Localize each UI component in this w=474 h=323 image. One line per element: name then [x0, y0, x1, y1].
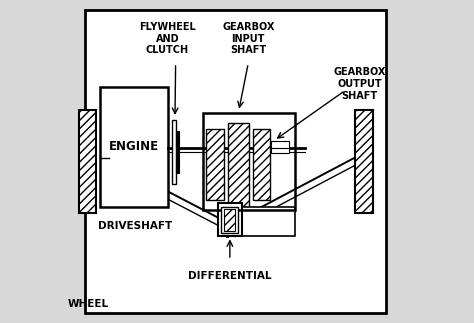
Bar	[221, 207, 237, 233]
Bar	[355, 110, 373, 213]
Bar	[228, 123, 249, 207]
Bar	[176, 131, 179, 173]
Bar	[172, 120, 176, 184]
Text: DIFFERENTIAL: DIFFERENTIAL	[188, 271, 272, 281]
Bar	[218, 203, 242, 236]
Bar	[271, 141, 289, 148]
Bar	[206, 129, 224, 200]
Bar	[224, 209, 235, 231]
Bar	[271, 145, 289, 153]
Text: WHEEL: WHEEL	[68, 299, 109, 308]
Text: GEARBOX
OUTPUT
SHAFT: GEARBOX OUTPUT SHAFT	[334, 68, 386, 100]
Bar	[100, 87, 167, 207]
Bar	[203, 113, 295, 210]
Text: DRIVESHAFT: DRIVESHAFT	[98, 221, 173, 231]
Bar	[218, 207, 295, 236]
Bar	[79, 110, 97, 213]
Text: GEARBOX
INPUT
SHAFT: GEARBOX INPUT SHAFT	[222, 22, 274, 55]
Text: FLYWHEEL
AND
CLUTCH: FLYWHEEL AND CLUTCH	[139, 22, 196, 55]
Bar	[253, 129, 270, 200]
Text: ENGINE: ENGINE	[109, 141, 159, 153]
